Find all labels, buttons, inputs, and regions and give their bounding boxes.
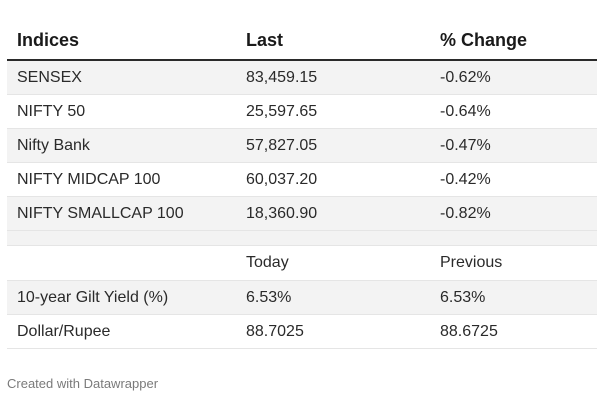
indicator-today: 88.7025 — [236, 314, 430, 349]
indicator-name: Dollar/Rupee — [7, 314, 236, 349]
table-row: NIFTY SMALLCAP 100 18,360.90 -0.82% — [7, 196, 597, 231]
header-last: Last — [236, 21, 430, 61]
index-name: NIFTY 50 — [7, 94, 236, 129]
table-row: NIFTY 50 25,597.65 -0.64% — [7, 94, 597, 129]
indicator-previous: 6.53% — [430, 280, 597, 315]
index-last: 83,459.15 — [236, 60, 430, 95]
index-name: NIFTY SMALLCAP 100 — [7, 196, 236, 231]
subheader-previous: Previous — [430, 245, 597, 281]
subheader-row: Today Previous — [7, 245, 597, 281]
table-row: Dollar/Rupee 88.7025 88.6725 — [7, 314, 597, 349]
index-last: 18,360.90 — [236, 196, 430, 231]
indicator-previous: 88.6725 — [430, 314, 597, 349]
table-row: NIFTY MIDCAP 100 60,037.20 -0.42% — [7, 162, 597, 197]
index-change: -0.82% — [430, 196, 597, 231]
table-row: 10-year Gilt Yield (%) 6.53% 6.53% — [7, 280, 597, 315]
index-last: 25,597.65 — [236, 94, 430, 129]
header-percent-change: % Change — [430, 21, 597, 61]
spacer-row — [7, 230, 597, 246]
table-header-row: Indices Last % Change — [7, 21, 597, 61]
index-change: -0.64% — [430, 94, 597, 129]
indicator-name: 10-year Gilt Yield (%) — [7, 280, 236, 315]
table-row: SENSEX 83,459.15 -0.62% — [7, 60, 597, 95]
index-last: 57,827.05 — [236, 128, 430, 163]
subheader-today: Today — [236, 245, 430, 281]
index-change: -0.62% — [430, 60, 597, 95]
indicator-today: 6.53% — [236, 280, 430, 315]
index-name: Nifty Bank — [7, 128, 236, 163]
header-indices: Indices — [7, 21, 236, 61]
index-name: SENSEX — [7, 60, 236, 95]
indices-table: Indices Last % Change SENSEX 83,459.15 -… — [7, 21, 597, 349]
subheader-blank — [7, 245, 236, 281]
index-change: -0.47% — [430, 128, 597, 163]
table-row: Nifty Bank 57,827.05 -0.47% — [7, 128, 597, 163]
index-name: NIFTY MIDCAP 100 — [7, 162, 236, 197]
index-change: -0.42% — [430, 162, 597, 197]
datawrapper-credit: Created with Datawrapper — [7, 376, 159, 391]
index-last: 60,037.20 — [236, 162, 430, 197]
